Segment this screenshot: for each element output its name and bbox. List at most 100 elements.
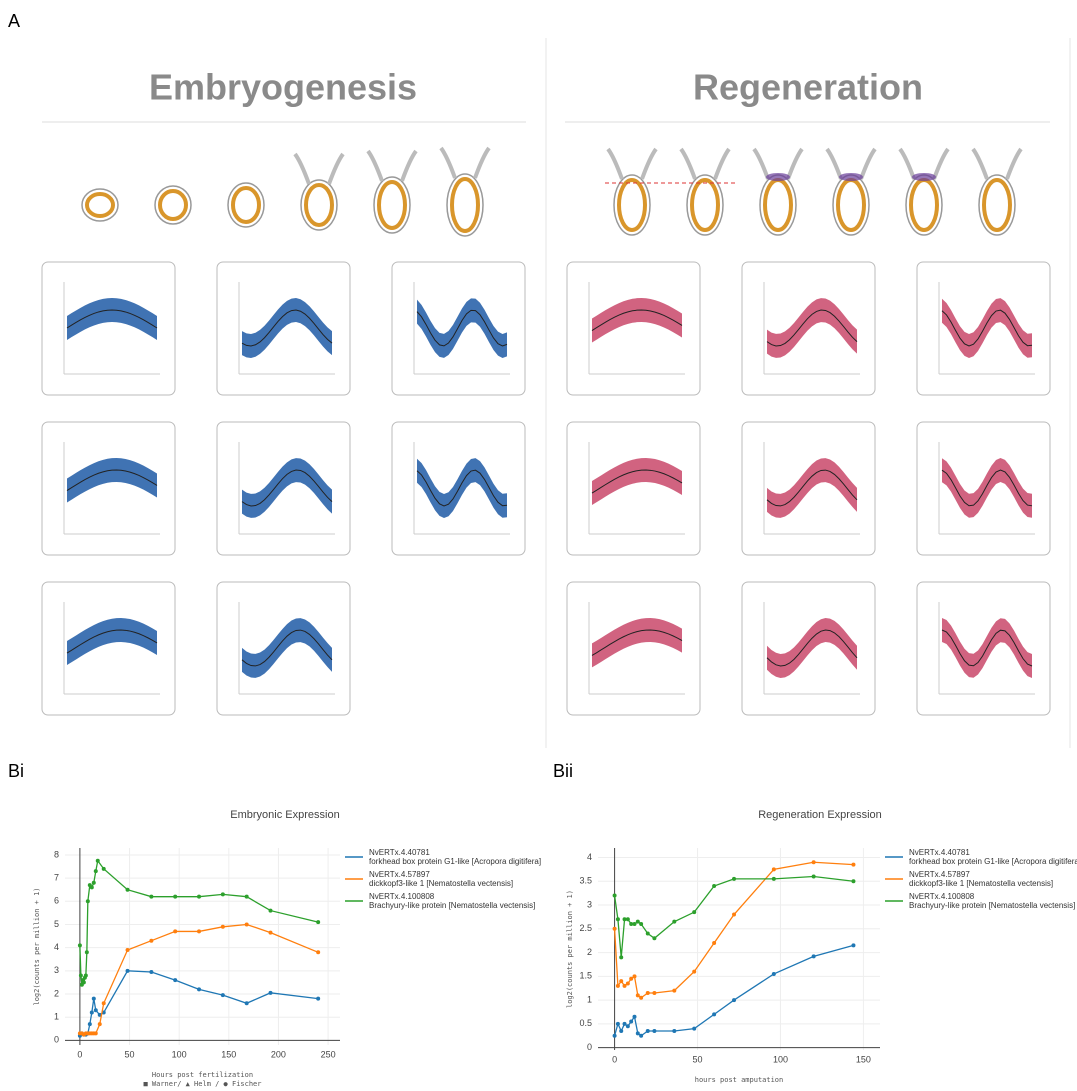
data-point — [220, 924, 225, 929]
y-tick-label: 1.5 — [579, 971, 592, 981]
thumb-mean — [766, 469, 858, 507]
polyp-inner — [158, 189, 188, 221]
wound — [839, 173, 863, 181]
legend-name: NvERTx.4.100808 — [369, 892, 435, 901]
thumb-frame — [216, 261, 351, 396]
thumb-mean — [941, 629, 1033, 667]
x-tick-label: 0 — [612, 1054, 617, 1064]
data-point — [197, 894, 202, 899]
y-tick-label: 0.5 — [579, 1018, 592, 1028]
panel-label: Bii — [553, 761, 573, 781]
data-point — [244, 894, 249, 899]
data-point — [244, 922, 249, 927]
data-point — [268, 930, 273, 935]
data-point — [149, 938, 154, 943]
thumb-mean — [416, 469, 508, 507]
y-tick-label: 1 — [54, 1012, 59, 1022]
data-point — [612, 1033, 617, 1038]
data-point — [645, 990, 650, 995]
thumb-mean — [66, 309, 158, 329]
data-point — [81, 980, 86, 985]
thumb-frame — [41, 261, 176, 396]
data-point — [672, 919, 677, 924]
thumb-frame — [41, 581, 176, 716]
legend-name: NvERTx.4.40781 — [369, 848, 430, 857]
data-point — [97, 1022, 102, 1027]
data-point — [220, 892, 225, 897]
thumb-mean — [241, 469, 333, 507]
data-point — [615, 983, 620, 988]
data-point — [197, 987, 202, 992]
data-point — [771, 876, 776, 881]
data-point — [87, 1022, 92, 1027]
y-tick-label: 8 — [54, 849, 59, 859]
data-point — [732, 876, 737, 881]
data-point — [316, 950, 321, 955]
legend-description: dickkopf3-like 1 [Nematostella vectensis… — [909, 879, 1053, 888]
tentacle — [640, 147, 658, 180]
data-point — [93, 869, 98, 874]
data-point — [268, 990, 273, 995]
data-point — [268, 908, 273, 913]
data-point — [652, 1028, 657, 1033]
y-tick-label: 2.5 — [579, 923, 592, 933]
polyp-inner — [450, 177, 480, 233]
thumb-mean — [591, 309, 683, 331]
wound — [766, 173, 790, 181]
thumb-mean — [241, 309, 333, 347]
data-point — [93, 1031, 98, 1036]
data-point — [101, 1001, 106, 1006]
legend-name: NvERTx.4.57897 — [369, 870, 430, 879]
thumb-band — [67, 618, 157, 666]
thumb-mean — [941, 309, 1033, 347]
data-point — [771, 867, 776, 872]
tentacle — [606, 147, 624, 180]
data-point — [635, 993, 640, 998]
tentacle — [971, 147, 989, 180]
series-line — [79, 859, 319, 985]
data-point — [619, 955, 624, 960]
data-point — [149, 969, 154, 974]
y-axis-label: log2(counts per million + 1) — [33, 887, 41, 1005]
data-point — [712, 884, 717, 889]
thumb-mean — [416, 309, 508, 347]
data-point — [244, 1001, 249, 1006]
data-point — [851, 862, 856, 867]
x-axis-label: Hours post fertilization — [152, 1071, 253, 1079]
chart-title: Embryonic Expression — [230, 809, 339, 821]
thumb-band — [67, 298, 157, 340]
y-tick-label: 7 — [54, 873, 59, 883]
legend-name: NvERTx.4.57897 — [909, 870, 970, 879]
thumb-band — [242, 458, 332, 518]
x-axis-sublabel: ■ Warner/ ▲ Helm / ● Fischer — [143, 1080, 261, 1088]
data-point — [89, 1010, 94, 1015]
x-tick-label: 50 — [693, 1054, 703, 1064]
tentacle — [752, 147, 770, 180]
data-point — [612, 926, 617, 931]
data-point — [629, 922, 634, 927]
data-point — [173, 929, 178, 934]
y-tick-label: 3 — [54, 965, 59, 975]
series-line — [613, 861, 854, 999]
y-tick-label: 6 — [54, 896, 59, 906]
data-point — [712, 1012, 717, 1017]
data-point — [622, 917, 627, 922]
panel-label: Bi — [8, 761, 24, 781]
tentacle — [439, 146, 457, 179]
data-point — [91, 996, 96, 1001]
data-point — [85, 899, 90, 904]
data-point — [851, 879, 856, 884]
data-point — [220, 993, 225, 998]
data-point — [619, 1028, 624, 1033]
polyp-inner — [690, 178, 720, 232]
data-point — [125, 968, 130, 973]
heading: Regeneration — [693, 67, 923, 108]
thumb-mean — [591, 469, 683, 494]
thumb-mean — [241, 629, 333, 667]
data-point — [619, 979, 624, 984]
data-point — [197, 929, 202, 934]
y-tick-label: 5 — [54, 919, 59, 929]
tentacle — [859, 147, 877, 180]
thumb-band — [592, 458, 682, 506]
